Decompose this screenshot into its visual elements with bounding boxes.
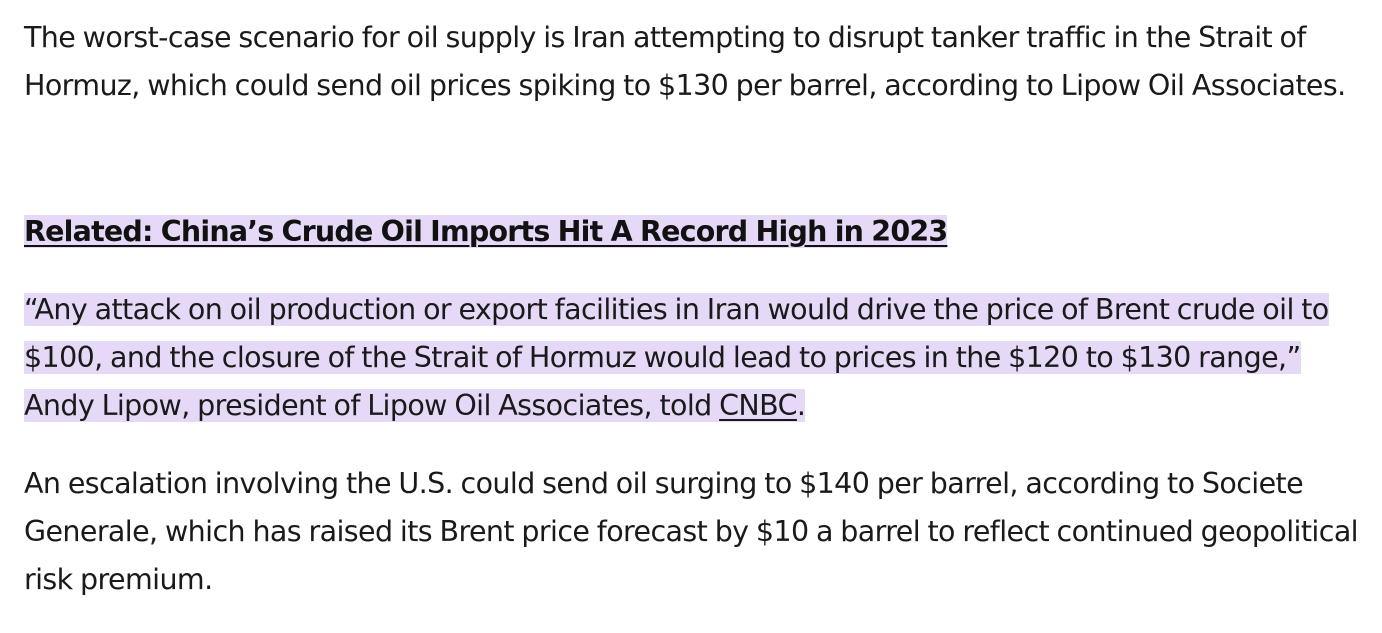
cnbc-source-link[interactable]: CNBC — [719, 389, 797, 422]
paragraph-strait-of-hormuz: The worst-case scenario for oil supply i… — [24, 21, 1346, 102]
related-article-link[interactable]: Related: China’s Crude Oil Imports Hit A… — [24, 215, 948, 248]
paragraph-societe-generale: An escalation involving the U.S. could s… — [24, 467, 1359, 596]
quote-end-punctuation: . — [796, 389, 806, 422]
related-article: Related: China’s Crude Oil Imports Hit A… — [24, 208, 948, 256]
quote-paragraph: “Any attack on oil production or export … — [24, 286, 1364, 430]
highlighted-quote: “Any attack on oil production or export … — [24, 293, 1329, 422]
quote-text: “Any attack on oil production or export … — [24, 293, 1329, 422]
